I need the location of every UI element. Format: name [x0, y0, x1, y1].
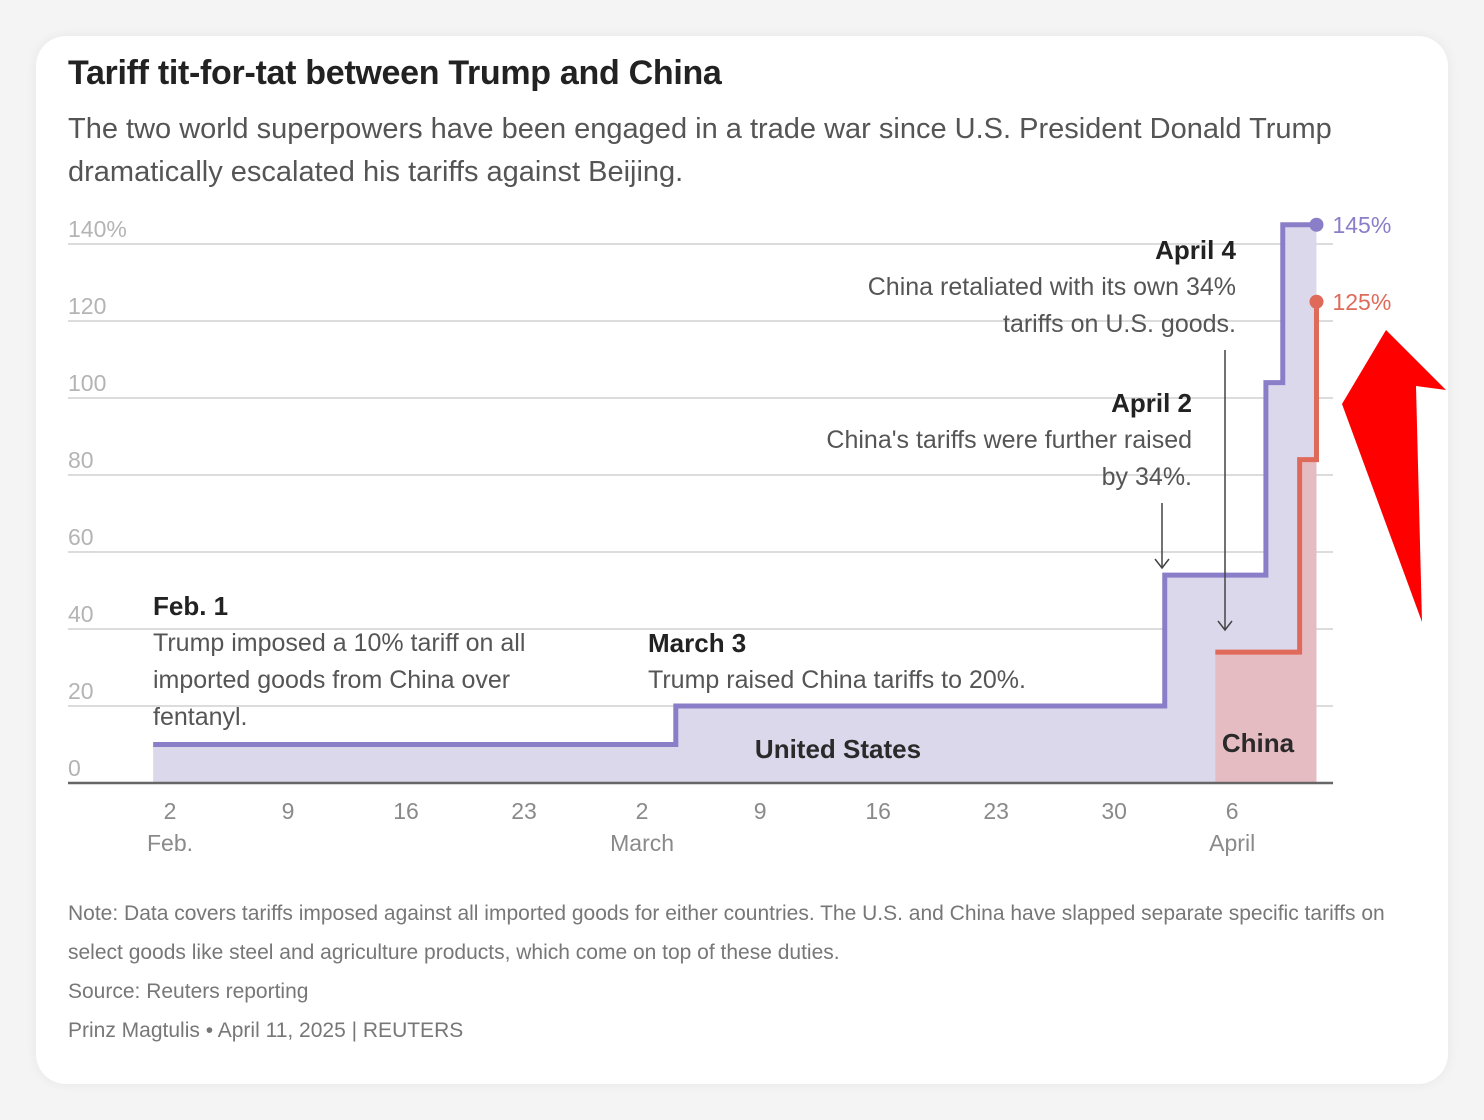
y-tick-label: 80	[68, 447, 94, 473]
y-tick-label: 20	[68, 678, 94, 704]
annotation-text: imported goods from China over	[153, 666, 510, 694]
footer-credit: Prinz Magtulis • April 11, 2025 | REUTER…	[68, 1019, 464, 1042]
series-label-us: United States	[755, 734, 921, 764]
us-end-label: 145%	[1332, 212, 1391, 238]
chart-footer: Note: Data covers tariffs imposed agains…	[68, 894, 1408, 1050]
x-tick-label: 6	[1226, 798, 1239, 824]
x-month-label: Feb.	[147, 830, 193, 856]
x-tick-label: 23	[511, 798, 537, 824]
annotation-text: Trump raised China tariffs to 20%.	[648, 666, 1026, 694]
x-tick-label: 2	[636, 798, 649, 824]
x-tick-label: 16	[393, 798, 419, 824]
annotation-arrow-april-4-head	[1217, 620, 1233, 632]
us-line	[153, 222, 1317, 747]
annotation-heading: March 3	[648, 628, 746, 658]
annotation-text: by 34%.	[1102, 463, 1192, 491]
y-tick-label: 0	[68, 755, 81, 781]
x-month-label: April	[1209, 830, 1255, 856]
annotation-text: fentanyl.	[153, 703, 248, 731]
x-tick-label: 16	[865, 798, 891, 824]
chart-title: Tariff tit-for-tat between Trump and Chi…	[68, 54, 722, 92]
chart-card: Tariff tit-for-tat between Trump and Chi…	[36, 36, 1448, 1084]
footer-source: Source: Reuters reporting	[68, 980, 309, 1003]
y-tick-label: 60	[68, 524, 94, 550]
annotation-text: China retaliated with its own 34%	[868, 273, 1236, 301]
us-area	[153, 224, 1317, 783]
annotation-text: China's tariffs were further raised	[826, 426, 1192, 454]
y-tick-label: 100	[68, 370, 106, 396]
y-tick-label: 140%	[68, 216, 127, 242]
us-end-point	[1309, 217, 1324, 232]
china-area	[1215, 301, 1317, 783]
annotation-heading: April 4	[1155, 235, 1236, 265]
annotation-text: Trump imposed a 10% tariff on all	[153, 629, 525, 657]
x-tick-label: 23	[983, 798, 1009, 824]
y-tick-label: 120	[68, 293, 106, 319]
annotation-heading: April 2	[1111, 388, 1192, 418]
footer-note: Note: Data covers tariffs imposed agains…	[68, 902, 1385, 964]
china-end-label: 125%	[1332, 289, 1391, 315]
annotation-text: tariffs on U.S. goods.	[1003, 310, 1236, 338]
china-line	[1215, 301, 1319, 655]
annotation-heading: Feb. 1	[153, 591, 228, 621]
chart-subtitle: The two world superpowers have been enga…	[68, 113, 1332, 188]
x-month-label: March	[610, 830, 674, 856]
series-label-china: China	[1222, 728, 1295, 758]
x-tick-label: 30	[1101, 798, 1127, 824]
x-tick-label: 9	[754, 798, 767, 824]
red-arrow-icon	[1342, 330, 1446, 622]
annotation-arrow-april-2-head	[1154, 558, 1170, 570]
x-tick-label: 2	[164, 798, 177, 824]
y-tick-label: 40	[68, 601, 94, 627]
x-tick-label: 9	[282, 798, 295, 824]
china-end-point	[1309, 294, 1324, 309]
